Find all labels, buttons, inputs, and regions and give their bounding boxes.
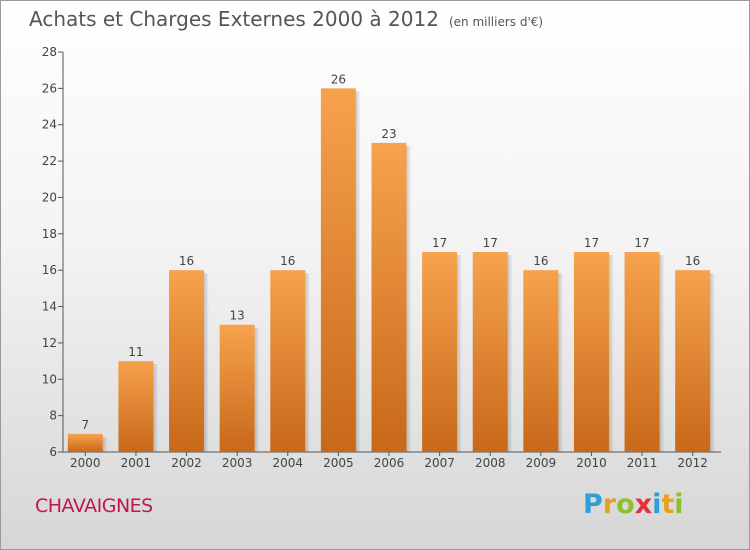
y-tick-label: 14 (42, 300, 57, 314)
bar (270, 270, 306, 452)
bar-value-label: 17 (634, 236, 649, 250)
commune-name: CHAVAIGNES (35, 495, 153, 517)
chart-title: Achats et Charges Externes 2000 à 2012 (e… (29, 7, 543, 31)
bar-value-label: 17 (483, 236, 498, 250)
bar-shadow (153, 364, 159, 452)
bar-value-label: 16 (179, 254, 194, 268)
x-tick-label: 2005 (323, 456, 354, 470)
bar-shadow (507, 255, 513, 452)
bar-shadow (305, 273, 311, 452)
x-tick-label: 2002 (171, 456, 202, 470)
unit-label: (en milliers d'€) (448, 15, 544, 29)
bar-shadow (355, 91, 361, 452)
x-tick-label: 2000 (70, 456, 101, 470)
logo-letter: i (674, 489, 684, 520)
y-tick-label: 24 (42, 118, 57, 132)
bar (118, 361, 154, 452)
bar-value-label: 7 (81, 418, 89, 432)
x-tick-label: 2010 (576, 456, 607, 470)
axes: 6 8 10 12 14 16 18 20 22 24 26 28 2000 2001 2002 2003 20… (42, 45, 721, 470)
bar-shadow (659, 255, 665, 452)
bar-value-label: 17 (584, 236, 599, 250)
x-tick-label: 2012 (677, 456, 708, 470)
x-tick-label: 2008 (475, 456, 506, 470)
bar (320, 88, 356, 452)
logo-letter: r (602, 489, 617, 520)
bars-group: 7 11 16 13 16 26 23 17 17 16 17 17 16 (67, 72, 716, 452)
y-tick-label: 8 (49, 409, 57, 423)
x-tick-label: 2003 (222, 456, 253, 470)
bar (624, 252, 660, 452)
bar-value-label: 16 (685, 254, 700, 268)
bar-shadow (254, 327, 260, 452)
bar-value-label: 11 (128, 345, 143, 359)
bar-shadow (558, 273, 564, 452)
x-tick-label: 2004 (272, 456, 303, 470)
x-tick-label: 2007 (424, 456, 455, 470)
bar (523, 270, 559, 452)
logo-letter: P (583, 489, 603, 520)
x-tick-label: 2011 (627, 456, 658, 470)
y-tick-label: 18 (42, 227, 57, 241)
bar-shadow (457, 255, 463, 452)
bar-value-label: 16 (280, 254, 295, 268)
bar-value-label: 26 (331, 72, 346, 86)
logo-letter: x (634, 489, 653, 520)
bar-value-label: 17 (432, 236, 447, 250)
y-tick-label: 10 (42, 372, 57, 386)
x-tick-label: 2001 (121, 456, 152, 470)
bar-shadow (710, 273, 716, 452)
logo-letter: o (616, 489, 635, 520)
proxiti-logo[interactable]: Proxiti (583, 489, 684, 520)
y-tick-label: 12 (42, 336, 57, 350)
logo-letter: i (652, 489, 662, 520)
y-tick-label: 22 (42, 154, 57, 168)
bar (219, 324, 255, 452)
bar-value-label: 16 (533, 254, 548, 268)
y-tick-label: 6 (49, 445, 57, 459)
bar (67, 433, 103, 452)
y-tick-label: 16 (42, 263, 57, 277)
bar (371, 142, 407, 452)
y-tick-label: 28 (42, 45, 57, 59)
bar (422, 252, 458, 452)
bar (169, 270, 205, 452)
x-tick-label: 2009 (526, 456, 557, 470)
bar (573, 252, 609, 452)
logo-letter: t (661, 489, 675, 520)
bar (675, 270, 711, 452)
bar-value-label: 23 (381, 127, 396, 141)
bar-shadow (406, 145, 412, 452)
bar-value-label: 13 (230, 309, 245, 323)
x-tick-label: 2006 (374, 456, 405, 470)
y-tick-label: 26 (42, 81, 57, 95)
bar (472, 252, 508, 452)
bar-shadow (204, 273, 210, 452)
title-text: Achats et Charges Externes 2000 à 2012 (29, 7, 439, 31)
bar-shadow (608, 255, 614, 452)
bar-shadow (102, 436, 108, 452)
y-tick-label: 20 (42, 190, 57, 204)
